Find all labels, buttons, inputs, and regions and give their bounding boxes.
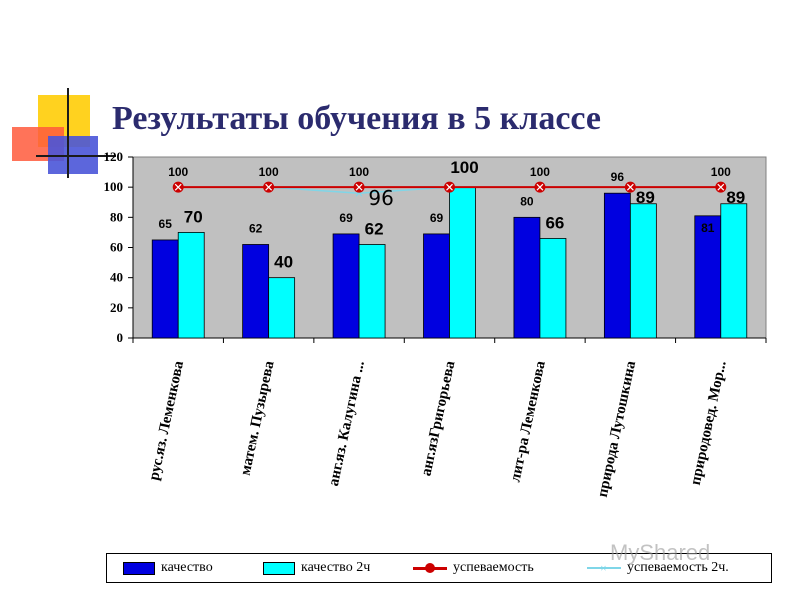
bar-kachestvo — [242, 244, 270, 339]
data-label-kachestvo-2: 62 — [365, 219, 384, 238]
data-labels: 65 70 62 40 69 62 69 100 80 66 96 89 81 89 100 100 100 10… — [159, 158, 746, 271]
y-tick-label: 100 — [104, 179, 124, 194]
marker-uspev-2: × — [354, 186, 364, 200]
y-tick-label: 120 — [104, 149, 124, 164]
bar-kachestvo — [603, 192, 631, 339]
data-label-uspev: 100 — [259, 165, 279, 179]
data-label-kachestvo-2: 70 — [184, 207, 203, 226]
legend-marker-uspev-2: × — [587, 561, 621, 575]
axes: 0 20 40 60 80 100 120 — [104, 149, 767, 345]
marker-uspev-cross — [626, 183, 634, 191]
legend-label-uspev-2: успеваемость 2ч. — [627, 560, 729, 575]
category-labels: рус.яз. Леменкова матем. Пузырева анг.яз. … — [146, 359, 730, 499]
data-label-uspev: 100 — [349, 165, 369, 179]
y-tick-label: 60 — [110, 240, 123, 255]
marker-uspev-cross — [717, 183, 725, 191]
data-label-uspev: 100 — [168, 165, 188, 179]
data-label-kachestvo-2: 100 — [450, 158, 478, 177]
bar-kachestvo — [151, 239, 179, 339]
bar-kachestvo-2 — [358, 244, 386, 339]
data-label-kachestvo: 65 — [159, 217, 173, 231]
data-label-kachestvo-2: 40 — [274, 253, 293, 272]
legend-label-uspev: успеваемость — [453, 560, 534, 575]
bar-kachestvo — [332, 233, 360, 339]
data-label-kachestvo: 69 — [430, 211, 444, 225]
y-tick-label: 80 — [110, 209, 123, 224]
bar-kachestvo-2 — [449, 186, 476, 339]
legend: качество качество 2ч успеваемость × успе… — [106, 553, 772, 583]
bar-kachestvo — [423, 233, 450, 339]
data-label-kachestvo-2: 66 — [545, 213, 564, 232]
legend-swatch-kachestvo-2 — [263, 561, 295, 575]
data-label-kachestvo-2: 89 — [726, 188, 745, 207]
bar-kachestvo-2 — [539, 238, 567, 339]
legend-label-kachestvo-2: качество 2ч — [301, 560, 371, 575]
data-label-uspev: 100 — [711, 165, 731, 179]
legend-label-kachestvo: качество — [161, 560, 213, 575]
page-title: Результаты обучения в 5 классе — [112, 100, 602, 137]
data-label-uspev: 100 — [530, 165, 550, 179]
x-category-label: природа Лутошкина — [595, 359, 640, 499]
decor-vertical-line — [67, 88, 69, 178]
data-label-kachestvo: 96 — [611, 170, 625, 184]
data-label-kachestvo: 80 — [520, 194, 534, 208]
y-tick-label: 0 — [117, 330, 124, 345]
legend-swatch-kachestvo — [123, 561, 155, 575]
x-category-label: рус.яз. Леменкова — [146, 359, 187, 482]
data-label-kachestvo-2: 89 — [636, 188, 655, 207]
bar-kachestvo-2 — [720, 203, 748, 339]
y-tick-label: 20 — [110, 300, 123, 315]
x-category-label: анг.язГригорьева — [418, 359, 458, 477]
marker-uspev-cross — [265, 183, 273, 191]
bar-kachestvo-2 — [268, 277, 296, 339]
x-category-label: лит-ра Леменкова — [508, 359, 549, 484]
decor-horizontal-line — [36, 155, 116, 157]
bar-kachestvo — [513, 216, 541, 339]
legend-item-kachestvo: качество — [123, 560, 213, 576]
marker-uspev-cross — [174, 183, 182, 191]
data-label-kachestvo: 62 — [249, 221, 263, 235]
legend-item-kachestvo-2: качество 2ч — [263, 560, 370, 576]
marker-uspev-cross — [446, 183, 453, 191]
series-lines: ××××××× — [172, 180, 727, 200]
data-label-kachestvo: 69 — [339, 211, 353, 225]
marker-uspev-cross — [536, 183, 544, 191]
bar-chart: 0 20 40 60 80 100 120 ××××××× 65 70 62 40 69 62 69 10… — [104, 149, 767, 499]
legend-marker-uspev — [413, 561, 447, 575]
legend-item-uspev: успеваемость — [413, 560, 534, 576]
bar-kachestvo-2 — [177, 232, 205, 339]
watermark-logo: MyShared — [610, 540, 711, 565]
x-category-label: анг.яз. Калугина ... — [326, 359, 368, 487]
bar-kachestvo-2 — [629, 203, 657, 339]
x-category-label: матем. Пузырева — [238, 359, 278, 477]
bar-kachestvo — [694, 215, 722, 339]
bars — [151, 186, 748, 339]
y-tick-label: 40 — [110, 270, 123, 285]
legend-item-uspev-2: × успеваемость 2ч. — [587, 560, 729, 576]
x-category-label: природовед. Мор... — [688, 359, 730, 486]
marker-uspev-cross — [355, 183, 363, 191]
data-label-uspev-2: 96 — [368, 186, 393, 210]
data-label-kachestvo: 81 — [701, 221, 715, 235]
